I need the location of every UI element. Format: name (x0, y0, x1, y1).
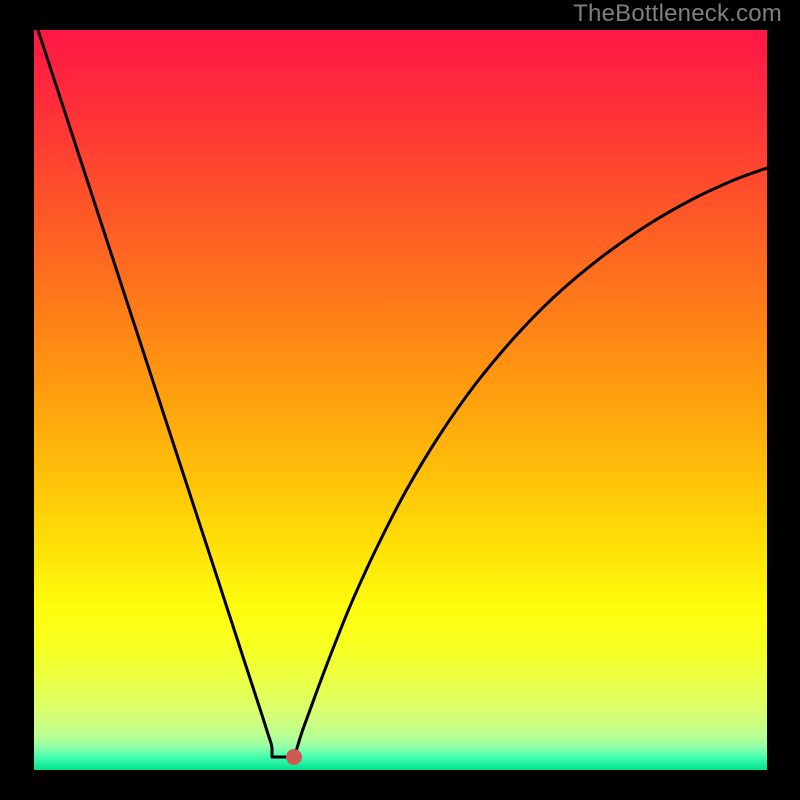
figure-root: TheBottleneck.com (0, 0, 800, 800)
watermark-text: TheBottleneck.com (573, 0, 782, 28)
bottleneck-chart (34, 30, 767, 770)
chart-background (34, 30, 767, 770)
optimum-marker (286, 749, 302, 765)
